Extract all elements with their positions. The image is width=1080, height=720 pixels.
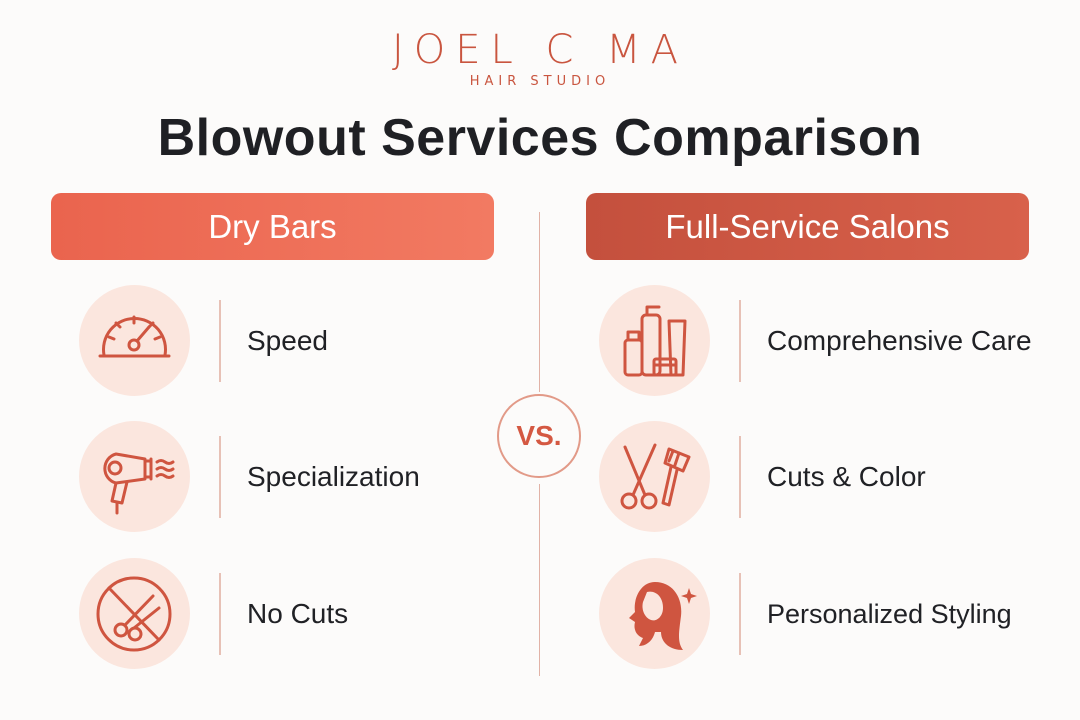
item-label-cuts-color: Cuts & Color [767,461,926,492]
brand-subtitle: HAIR STUDIO [469,74,611,89]
row-separator [739,300,741,382]
list-item: Comprehensive Care [599,285,1059,405]
row-separator [739,573,741,655]
speedometer-icon [79,285,190,396]
row-separator [219,573,221,655]
hair-dryer-icon [79,421,190,532]
center-divider-top [539,212,540,392]
scissors-brush-icon [599,421,710,532]
brand-logo: JOEL C MA HAIR STUDIO [0,28,1080,89]
item-label-speed: Speed [247,325,328,356]
dry-bars-header: Dry Bars [51,193,494,260]
no-scissors-icon [79,558,190,669]
row-separator [739,436,741,518]
vs-badge: VS. [497,394,581,478]
list-item: Speed [79,285,499,405]
list-item: Cuts & Color [599,421,1059,541]
item-label-no-cuts: No Cuts [247,598,349,629]
hair-products-icon [599,285,710,396]
item-label-comprehensive-care: Comprehensive Care [767,325,1032,356]
woman-profile-icon [599,558,710,669]
item-label-personalized-styling: Personalized Styling [767,599,1012,629]
list-item: Specialization [79,421,499,541]
brand-name: JOEL C MA [391,27,689,73]
item-label-specialization: Specialization [247,461,420,492]
list-item: Personalized Styling [599,558,1059,678]
center-divider-bottom [539,484,540,676]
row-separator [219,300,221,382]
list-item: No Cuts [79,558,499,678]
page-title: Blowout Services Comparison [157,109,923,167]
full-service-salons-header: Full-Service Salons [586,193,1029,260]
row-separator [219,436,221,518]
